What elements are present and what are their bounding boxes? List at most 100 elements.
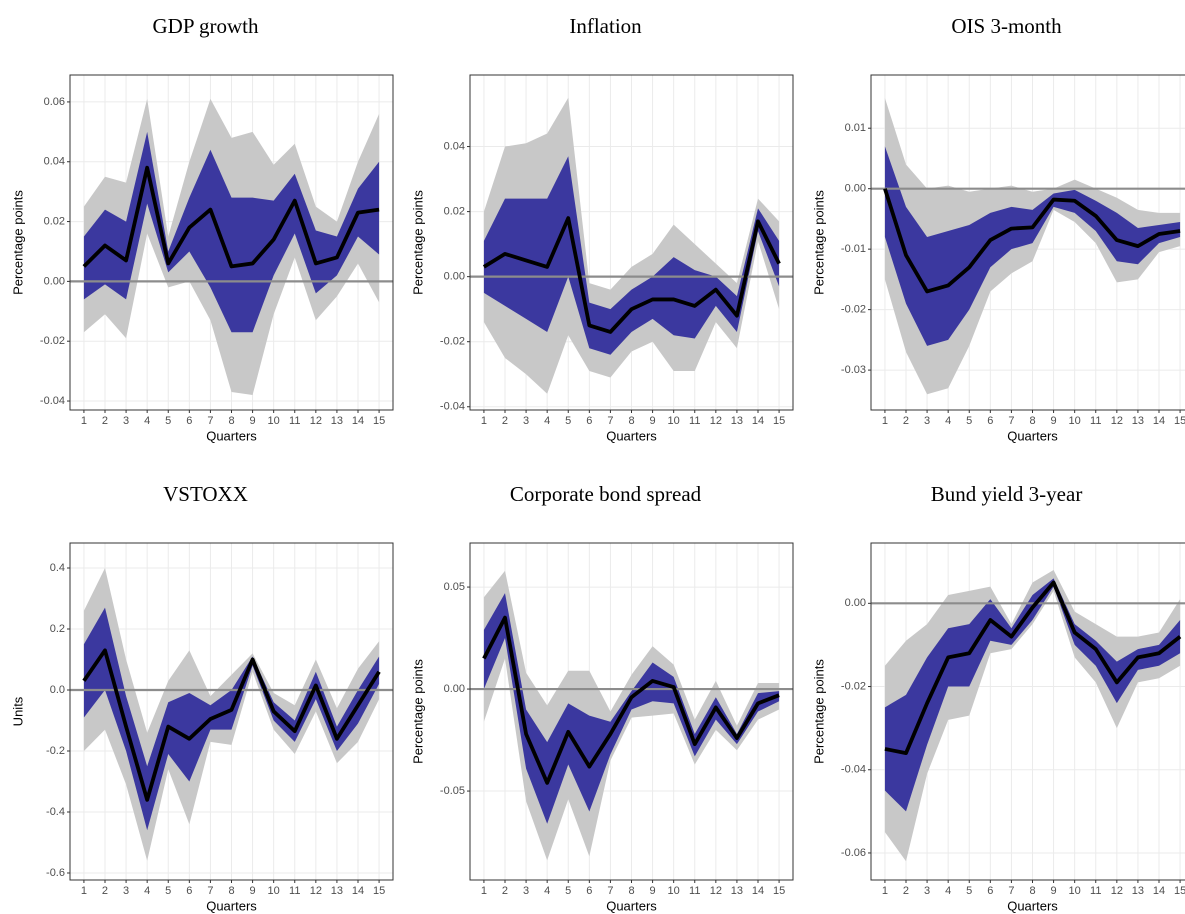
x-tick-label: 12 <box>1111 885 1123 897</box>
x-tick-label: 15 <box>1174 885 1185 897</box>
y-tick-label: -0.04 <box>841 764 866 776</box>
line <box>884 580 1182 756</box>
y-tick-label: 0.05 <box>444 581 465 593</box>
y-tick-label: 0.00 <box>845 597 866 609</box>
x-axis-label: Quarters <box>206 428 257 443</box>
x-tick-label: 13 <box>1132 885 1144 897</box>
y-axis-label: Percentage points <box>811 659 826 764</box>
band <box>884 578 1181 812</box>
x-tick-label: 4 <box>945 885 951 897</box>
y-tick-label: -0.04 <box>40 395 65 407</box>
y-tick-label: -0.03 <box>841 364 866 376</box>
x-tick-label: 1 <box>81 885 87 897</box>
y-tick-label: -0.04 <box>440 401 465 413</box>
x-tick-label: 11 <box>689 415 700 427</box>
x-tick-label: 9 <box>250 415 256 427</box>
chart-title: OIS 3-month <box>951 14 1062 38</box>
y-tick-label: 0.02 <box>444 206 465 218</box>
x-tick-label: 12 <box>710 885 722 897</box>
x-tick-label: 2 <box>102 415 108 427</box>
x-tick-label: 1 <box>481 415 487 427</box>
chart-title: Corporate bond spread <box>510 482 702 506</box>
x-tick-label: 9 <box>250 885 256 897</box>
x-tick-label: 5 <box>165 885 171 897</box>
x-tick-label: 15 <box>373 885 385 897</box>
x-tick-label: 6 <box>586 885 592 897</box>
x-tick-label: 8 <box>228 885 234 897</box>
y-tick-label: 0.06 <box>44 96 65 108</box>
y-tick-label: -0.06 <box>841 847 866 859</box>
x-tick-label: 8 <box>628 415 634 427</box>
x-tick-label: 15 <box>773 415 785 427</box>
x-tick-label: 7 <box>1008 415 1014 427</box>
x-tick-label: 6 <box>186 415 192 427</box>
x-tick-label: 7 <box>607 415 613 427</box>
y-tick-label: -0.01 <box>841 243 866 255</box>
y-tick-label: -0.6 <box>46 867 65 879</box>
x-tick-label: 3 <box>924 415 930 427</box>
x-tick-label: 12 <box>310 415 322 427</box>
y-tick-label: 0.00 <box>44 275 65 287</box>
x-tick-label: 9 <box>1051 885 1057 897</box>
x-axis-label: Quarters <box>606 898 657 913</box>
x-tick-label: 13 <box>731 415 743 427</box>
x-tick-label: 10 <box>268 885 280 897</box>
x-tick-label: 2 <box>502 415 508 427</box>
y-tick-label: 0.2 <box>50 623 65 635</box>
band <box>83 131 380 333</box>
x-tick-label: 4 <box>544 885 550 897</box>
plot-border <box>870 74 1185 411</box>
x-tick-label: 7 <box>207 415 213 427</box>
plot-border <box>69 74 394 411</box>
x-tick-label: 4 <box>945 415 951 427</box>
y-tick-label: 0.4 <box>50 562 65 574</box>
band <box>483 156 780 355</box>
x-tick-label: 3 <box>924 885 930 897</box>
y-axis-label: Percentage points <box>410 190 425 295</box>
x-tick-label: 2 <box>502 885 508 897</box>
band <box>483 593 780 824</box>
chart-title: VSTOXX <box>163 482 248 506</box>
x-tick-label: 11 <box>689 885 700 897</box>
plot-border <box>469 74 794 411</box>
y-tick-label: 0.00 <box>444 271 465 283</box>
x-tick-label: 11 <box>1090 415 1101 427</box>
x-tick-label: 11 <box>289 415 300 427</box>
x-tick-label: 15 <box>373 415 385 427</box>
x-tick-label: 3 <box>523 415 529 427</box>
x-tick-label: 10 <box>1069 885 1081 897</box>
x-tick-label: 3 <box>123 885 129 897</box>
y-tick-label: 0.00 <box>444 683 465 695</box>
x-tick-label: 6 <box>586 415 592 427</box>
y-tick-label: -0.02 <box>841 304 866 316</box>
x-tick-label: 7 <box>207 885 213 897</box>
x-tick-label: 14 <box>352 415 364 427</box>
x-tick-label: 8 <box>1029 415 1035 427</box>
y-tick-label: -0.05 <box>440 785 465 797</box>
x-tick-label: 2 <box>903 885 909 897</box>
x-tick-label: 4 <box>144 415 150 427</box>
x-tick-label: 4 <box>144 885 150 897</box>
x-tick-label: 14 <box>752 415 764 427</box>
x-tick-label: 10 <box>668 415 680 427</box>
x-axis-label: Quarters <box>606 428 657 443</box>
x-tick-label: 9 <box>1051 415 1057 427</box>
x-tick-label: 8 <box>1029 885 1035 897</box>
x-tick-label: 6 <box>987 885 993 897</box>
y-axis-label: Percentage points <box>410 659 425 764</box>
x-tick-label: 10 <box>668 885 680 897</box>
x-tick-label: 5 <box>565 885 571 897</box>
y-tick-label: 0.00 <box>845 183 866 195</box>
x-tick-label: 12 <box>710 415 722 427</box>
y-axis-label: Percentage points <box>10 190 25 295</box>
x-tick-label: 7 <box>1008 885 1014 897</box>
x-tick-label: 3 <box>523 885 529 897</box>
x-tick-label: 2 <box>903 415 909 427</box>
band <box>83 607 380 831</box>
line <box>82 165 380 269</box>
